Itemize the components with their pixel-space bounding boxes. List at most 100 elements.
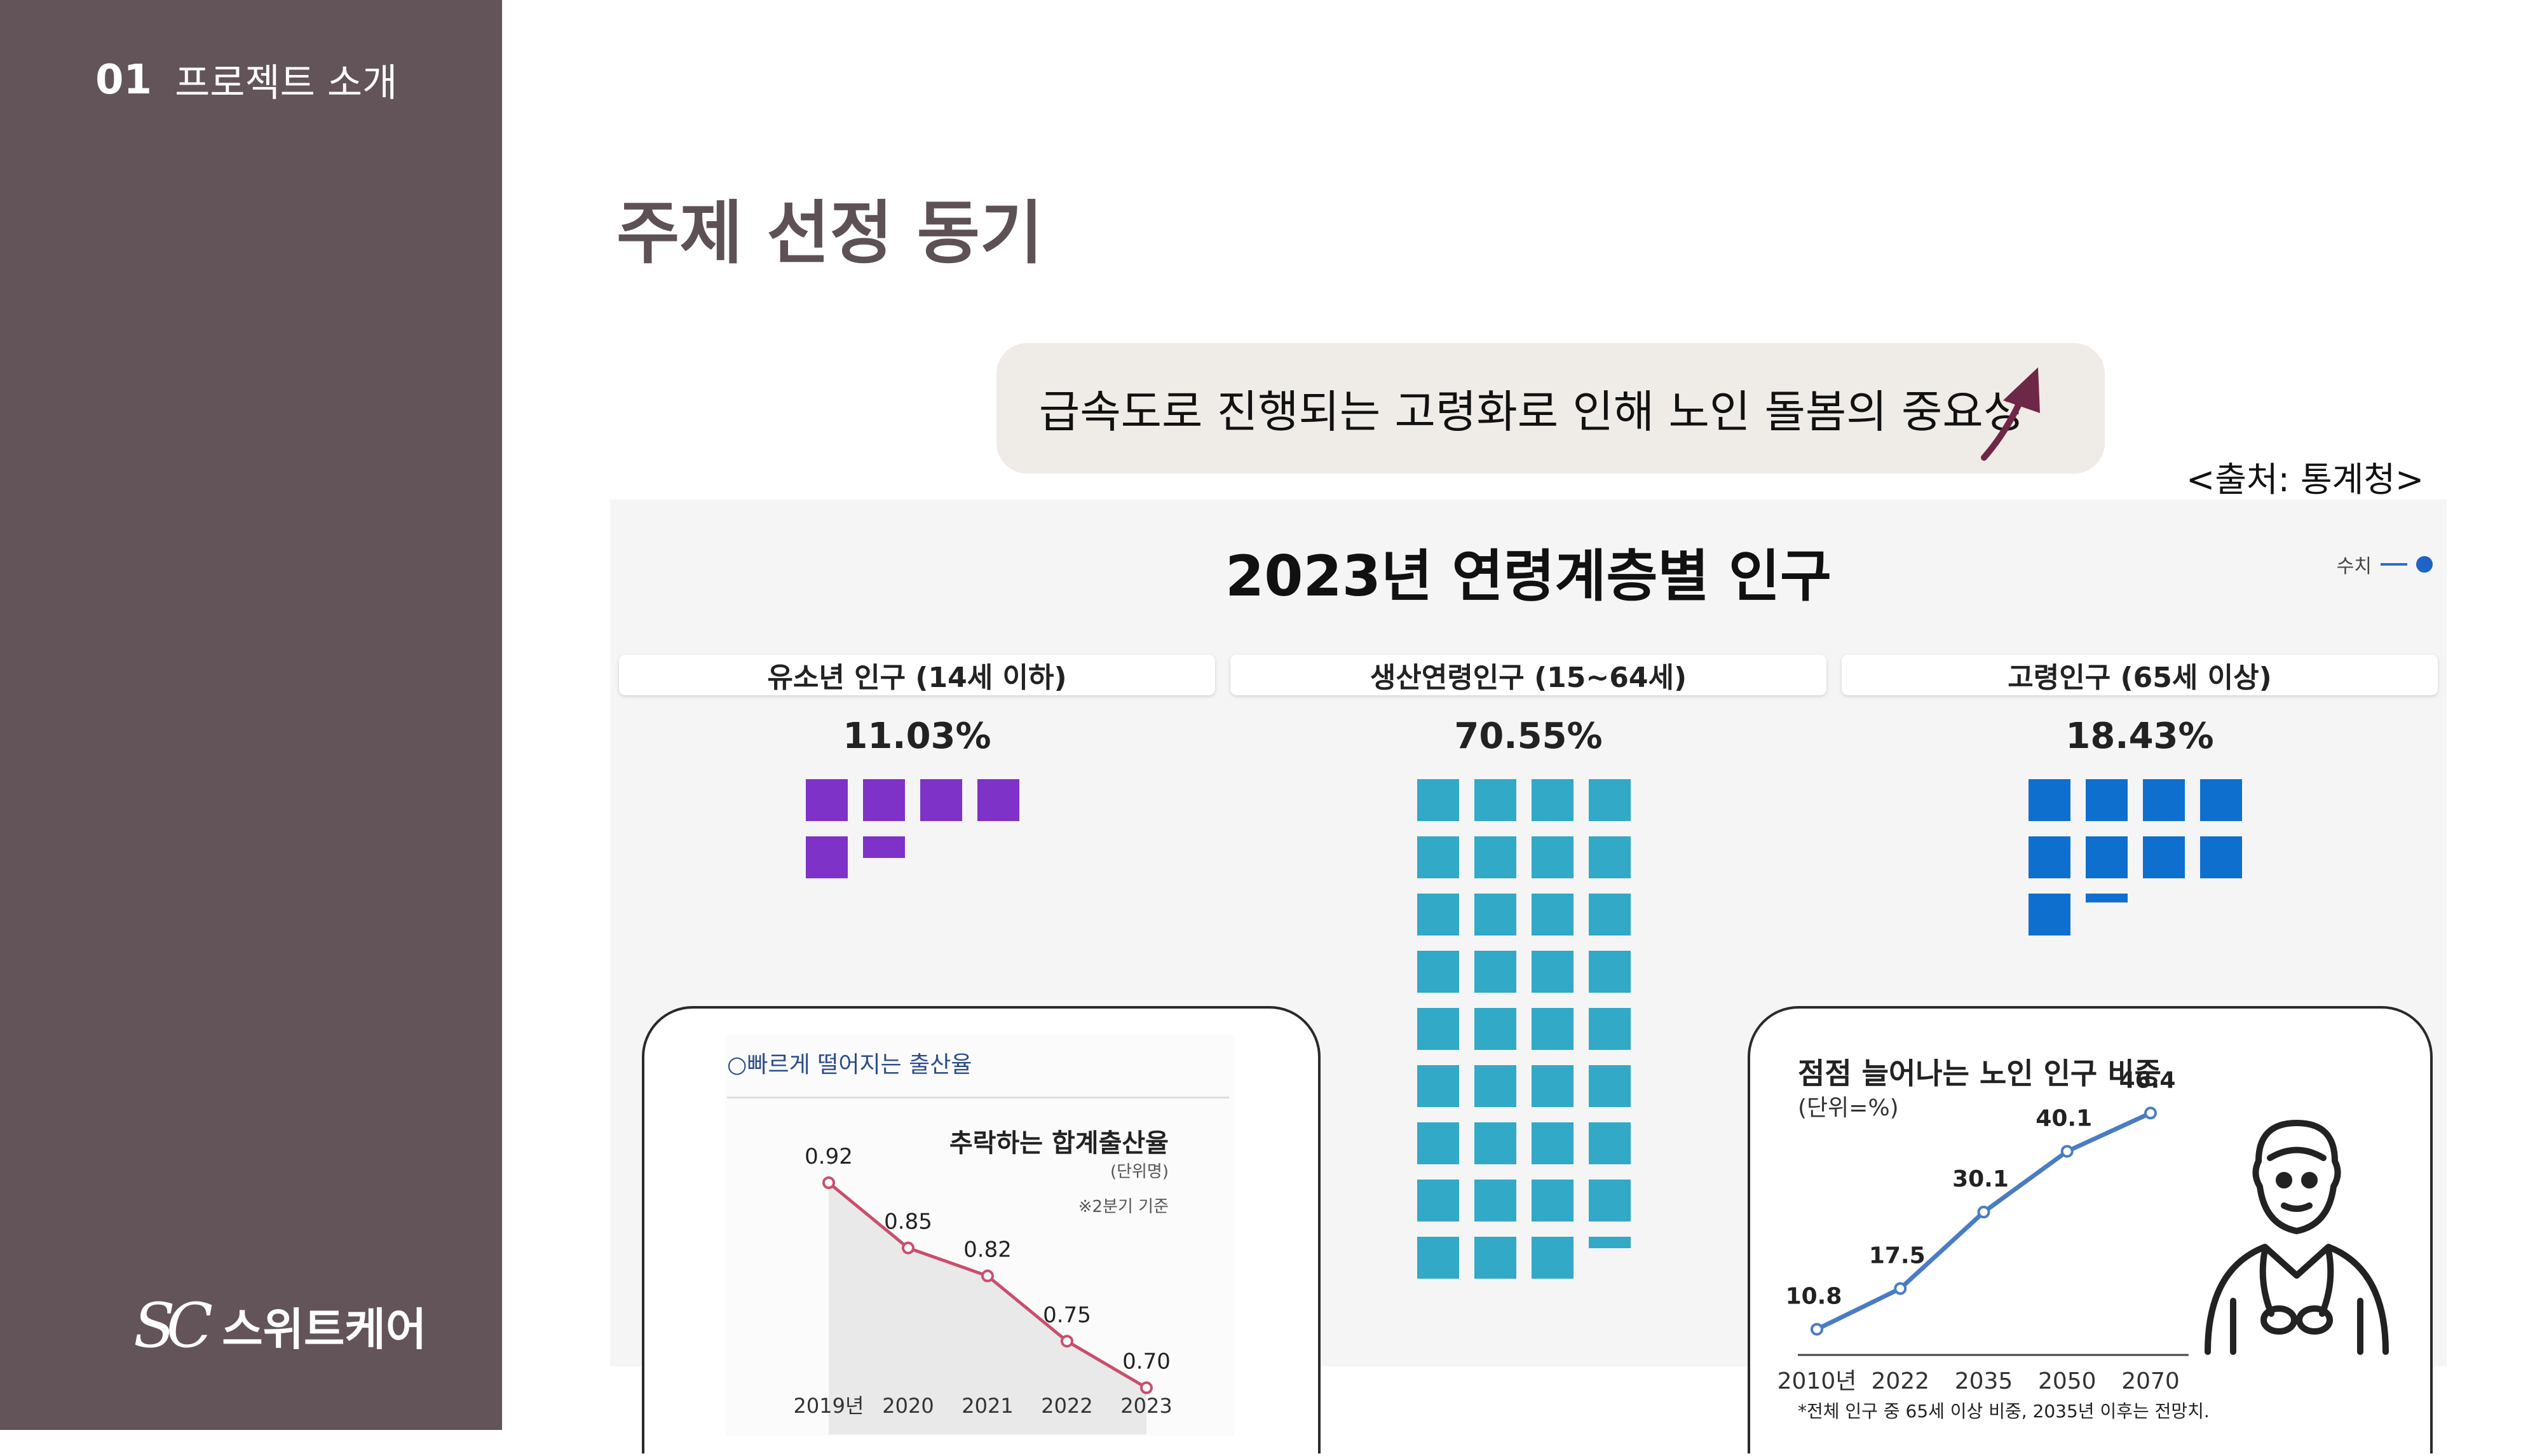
data-label: 46.4: [2119, 1067, 2176, 1093]
data-point: [2144, 1106, 2157, 1120]
waffle-square-working: [1474, 951, 1516, 993]
waffle-square-elderly: [2086, 836, 2128, 878]
waffle-square-working: [1532, 836, 1573, 878]
waffle-square-youth: [806, 779, 848, 821]
banner-text: 급속도로 진행되는 고령화로 인해 노인 돌봄의 중요성: [1038, 386, 2025, 438]
waffle-square-working: [1474, 1065, 1516, 1107]
elderly-chart-footnote: *전체 인구 중 65세 이상 비중, 2035년 이후는 전망치.: [1798, 1401, 2210, 1422]
waffle-square-working: [1532, 779, 1573, 821]
x-tick-label: 2022: [1041, 1394, 1092, 1418]
waffle-square-elderly: [2029, 836, 2070, 878]
data-point: [1140, 1381, 1153, 1394]
waffle-square-elderly: [2029, 894, 2070, 936]
source-note: <출처: 통계청>: [2186, 459, 2424, 500]
x-tick-label: 2035: [1955, 1368, 2013, 1394]
waffle-square-working: [1589, 1237, 1631, 1248]
waffle-square-working: [1532, 1180, 1573, 1221]
data-point: [1894, 1282, 1907, 1295]
waffle-square-elderly: [2143, 836, 2185, 878]
data-point: [1061, 1335, 1073, 1348]
data-point: [1977, 1206, 1990, 1219]
elderly-ratio-chart: 점점 늘어나는 노인 인구 비중 (단위=%) *전체 인구 중 65세 이상 …: [1777, 1056, 2389, 1422]
data-point: [2060, 1145, 2074, 1158]
waffle-square-working: [1474, 836, 1516, 878]
series-line: [1816, 1111, 2152, 1331]
section-title: 프로젝트 소개: [175, 61, 398, 105]
data-point: [1811, 1323, 1823, 1336]
page-title: 주제 선정 동기: [616, 194, 1043, 273]
motivation-banner: 급속도로 진행되는 고령화로 인해 노인 돌봄의 중요성: [996, 343, 2105, 473]
waffle-square-working: [1532, 1122, 1573, 1164]
data-label: 10.8: [1786, 1284, 1842, 1310]
chart-area: [829, 1183, 1146, 1434]
waffle-square-working: [1589, 1180, 1631, 1221]
x-tick-label: 2020: [882, 1394, 934, 1418]
x-tick-label: 2023: [1120, 1394, 1172, 1418]
legend-label: 수치: [2336, 555, 2372, 578]
waffle-square-working: [1589, 1122, 1631, 1164]
data-point: [902, 1241, 914, 1255]
data-label: 17.5: [1869, 1243, 1926, 1269]
elderly-chart-title: 점점 늘어나는 노인 인구 비중: [1798, 1056, 2161, 1091]
birth-chart-title: 추락하는 합계출산율: [949, 1129, 1169, 1158]
data-label: 0.82: [963, 1237, 1012, 1263]
x-tick-label: 2050: [2038, 1368, 2097, 1394]
legend-dot: [2416, 556, 2433, 573]
data-label: 0.92: [805, 1144, 853, 1169]
waffle-square-working: [1417, 894, 1459, 936]
waffle-square-working: [1417, 836, 1459, 878]
arrow-up-icon: [1981, 367, 2040, 461]
waffle-square-elderly: [2086, 894, 2128, 902]
waffle-square-youth: [920, 779, 962, 821]
waffle-square-working: [1474, 1237, 1516, 1279]
birth-chart-note: ※2분기 기준: [1078, 1197, 1169, 1216]
percent-youth: 11.03%: [843, 716, 991, 757]
waffle-square-working: [1589, 894, 1631, 936]
waffle-square-youth: [977, 779, 1019, 821]
waffle-square-working: [1474, 1180, 1516, 1221]
waffle-square-youth: [863, 779, 905, 821]
elderly-person-icon: [2205, 1120, 2389, 1355]
x-tick-label: 2010년: [1777, 1368, 1857, 1394]
waffle-square-working: [1532, 951, 1573, 993]
brand-logo: SC 스위트케어: [133, 1290, 426, 1361]
waffle-square-working: [1589, 1008, 1631, 1050]
waffle-square-working: [1589, 836, 1631, 878]
data-label: 30.1: [1952, 1166, 2009, 1192]
elderly-chart-unit: (단위=%): [1798, 1095, 1899, 1121]
group-header-youth: 유소년 인구 (14세 이하): [619, 655, 1215, 695]
waffle-square-working: [1417, 1008, 1459, 1050]
x-tick-label: 2021: [962, 1394, 1013, 1418]
waffle-square-working: [1474, 1122, 1516, 1164]
birth-chart-header: ○빠르게 떨어지는 출산율: [727, 1052, 972, 1078]
waffle-square-working: [1417, 1122, 1459, 1164]
data-label: 0.85: [884, 1209, 932, 1235]
waffle-square-elderly: [2200, 836, 2242, 878]
elderly-ratio-inset: 점점 늘어나는 노인 인구 비중 (단위=%) *전체 인구 중 65세 이상 …: [1748, 1006, 2433, 1453]
sidebar: 01 프로젝트 소개 SC 스위트케어: [0, 0, 502, 1430]
logo-name: 스위트케어: [222, 1303, 427, 1356]
waffle-square-elderly: [2029, 779, 2070, 821]
data-label: 0.75: [1043, 1302, 1091, 1328]
logo-mark: SC: [133, 1290, 213, 1361]
waffle-square-youth: [863, 836, 905, 858]
waffle-square-working: [1474, 894, 1516, 936]
x-tick-label: 2070: [2121, 1368, 2180, 1394]
group-header-working: 생산연령인구 (15~64세): [1230, 655, 1826, 695]
waffle-square-working: [1532, 1237, 1573, 1279]
section-number: 01: [95, 56, 153, 104]
x-tick-label: 2022: [1871, 1368, 1929, 1394]
waffle-square-working: [1589, 779, 1631, 821]
legend-line: [2381, 563, 2407, 566]
x-tick-label: 2019년: [794, 1394, 864, 1418]
waffle-square-working: [1532, 1008, 1573, 1050]
waffle-square-elderly: [2143, 779, 2185, 821]
waffle-square-working: [1589, 1065, 1631, 1107]
section-label: 01 프로젝트 소개: [95, 52, 397, 107]
waffle-square-working: [1532, 1065, 1573, 1107]
legend: 수치: [2337, 550, 2433, 578]
waffle-square-working: [1417, 1180, 1459, 1221]
waffle-square-working: [1474, 1008, 1516, 1050]
waffle-square-working: [1417, 1065, 1459, 1107]
birth-chart-unit: (단위명): [1110, 1162, 1169, 1181]
